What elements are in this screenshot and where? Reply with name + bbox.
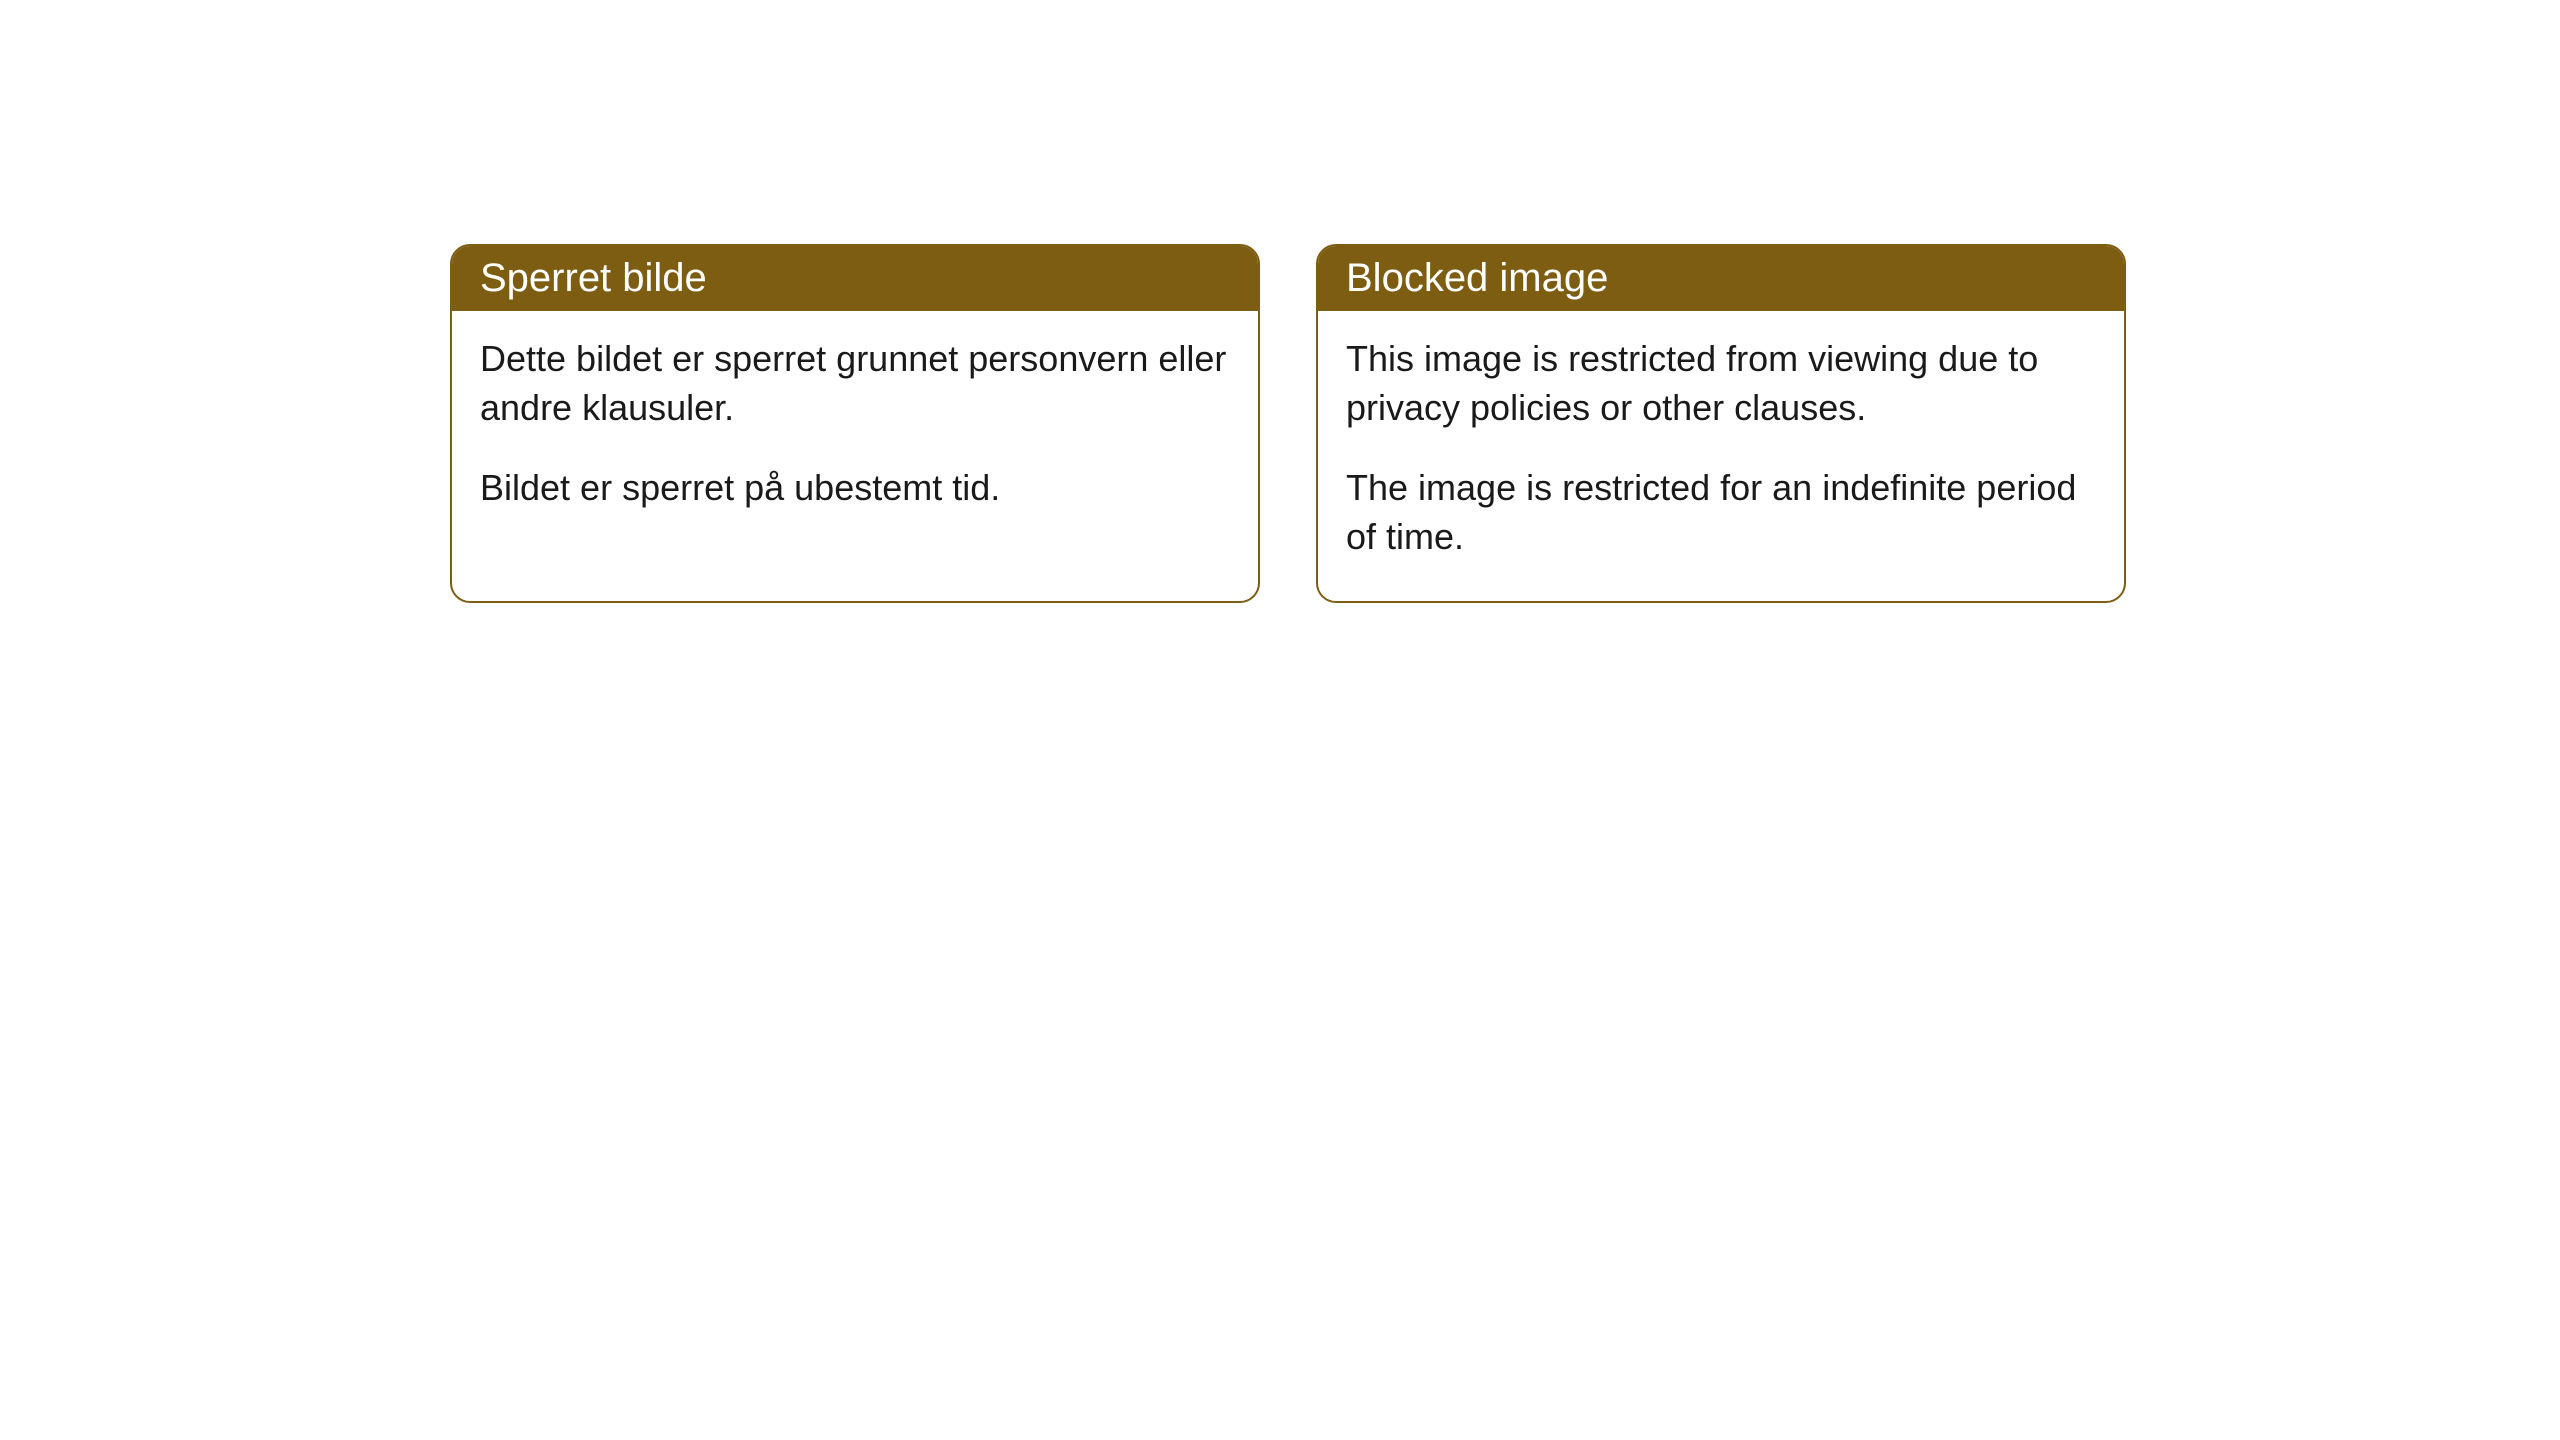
card-paragraph-2-norwegian: Bildet er sperret på ubestemt tid. [480, 464, 1230, 513]
card-english: Blocked image This image is restricted f… [1316, 244, 2126, 603]
card-body-norwegian: Dette bildet er sperret grunnet personve… [452, 311, 1258, 553]
card-header-english: Blocked image [1318, 246, 2124, 311]
card-body-english: This image is restricted from viewing du… [1318, 311, 2124, 601]
card-paragraph-2-english: The image is restricted for an indefinit… [1346, 464, 2096, 561]
card-norwegian: Sperret bilde Dette bildet er sperret gr… [450, 244, 1260, 603]
cards-container: Sperret bilde Dette bildet er sperret gr… [0, 0, 2560, 603]
card-header-norwegian: Sperret bilde [452, 246, 1258, 311]
card-paragraph-1-norwegian: Dette bildet er sperret grunnet personve… [480, 335, 1230, 432]
card-paragraph-1-english: This image is restricted from viewing du… [1346, 335, 2096, 432]
